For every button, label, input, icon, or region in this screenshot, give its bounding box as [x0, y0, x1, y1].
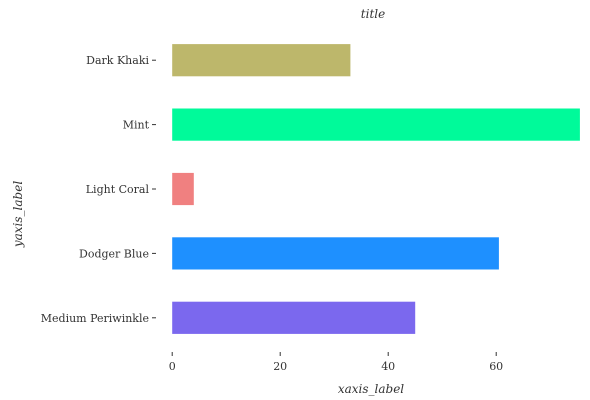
x-axis-label: xaxis_label — [338, 382, 404, 396]
bar-dark-khaki — [172, 44, 351, 77]
y-tick-label: Light Coral — [86, 183, 150, 196]
y-tick-label: Dark Khaki — [86, 54, 149, 67]
bars — [172, 44, 580, 334]
x-axis-ticks: 0 20 40 60 — [169, 352, 503, 373]
x-tick-label: 20 — [273, 360, 287, 373]
y-axis-ticks: Medium Periwinkle Dodger Blue Light Coral M… — [41, 54, 156, 325]
chart-title: title — [361, 7, 385, 21]
x-tick-label: 40 — [381, 360, 395, 373]
x-tick-label: 60 — [489, 360, 503, 373]
bar-medium-periwinkle — [172, 301, 416, 334]
y-tick-label: Dodger Blue — [79, 247, 149, 260]
y-axis-label: yaxis_label — [11, 181, 25, 248]
y-tick-label: Mint — [123, 119, 150, 132]
bar-mint — [172, 108, 580, 141]
x-tick-label: 0 — [169, 360, 176, 373]
bar-light-coral — [172, 172, 194, 206]
y-tick-label: Medium Periwinkle — [41, 312, 149, 325]
bar-dodger-blue — [172, 237, 499, 270]
